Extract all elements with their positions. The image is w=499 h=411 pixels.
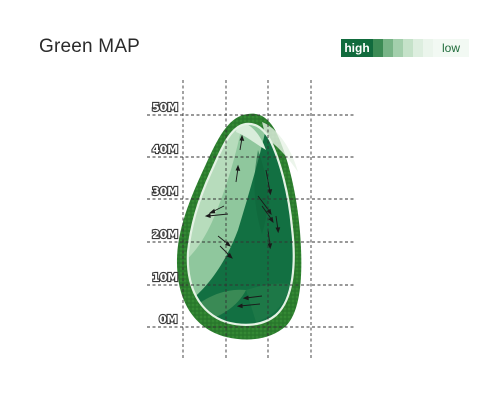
green-back-haze: [262, 122, 298, 172]
legend-low-label: low: [433, 39, 469, 57]
distance-label-20m: 20M: [152, 228, 178, 241]
slope-legend: high low: [341, 39, 469, 57]
distance-label-40m: 40M: [152, 143, 178, 156]
arrow-icon: [261, 205, 274, 224]
distance-label-0m: 0M: [159, 313, 178, 326]
arrow-icon: [204, 213, 229, 219]
arrow-icon: [242, 295, 263, 301]
arrow-icon: [267, 229, 273, 250]
arrow-icon: [208, 205, 225, 214]
arrow-icon: [239, 134, 245, 151]
legend-high-label: high: [341, 39, 373, 57]
arrow-icon: [235, 164, 241, 183]
arrow-icon: [275, 215, 281, 234]
arrow-icon: [217, 235, 231, 247]
green-edge: [186, 122, 295, 326]
legend-swatch-7: [423, 39, 433, 57]
distance-label-30m: 30M: [152, 185, 178, 198]
distance-labels: 50M 40M 30M 20M 10M 0M: [151, 100, 179, 327]
distance-label-50m: 50M: [152, 101, 178, 114]
slope-arrows: [204, 134, 281, 309]
arrow-icon: [219, 245, 233, 259]
legend-swatch-4: [393, 39, 403, 57]
legend-swatch-3: [383, 39, 393, 57]
distance-label-10m: 10M: [152, 271, 178, 284]
legend-swatch-5: [403, 39, 413, 57]
legend-swatch-6: [413, 39, 423, 57]
legend-swatch-2: [373, 39, 383, 57]
distance-grid: [147, 80, 354, 358]
arrow-icon: [236, 303, 261, 309]
page-title: Green MAP: [39, 36, 141, 57]
